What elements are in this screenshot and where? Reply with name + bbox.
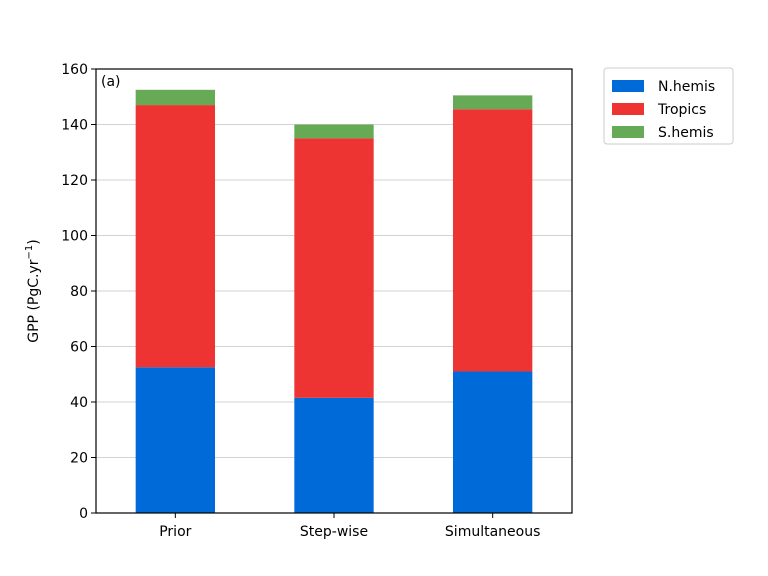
panel-label: (a) — [101, 74, 121, 90]
x-axis: Prior Step-wise Simultaneous — [159, 513, 540, 540]
y-tick-label: 80 — [70, 284, 88, 300]
bar-tropics-simultaneous — [453, 109, 533, 372]
bar-s-hemis-step-wise — [294, 124, 374, 139]
legend-label-s-hemis: S.hemis — [658, 125, 714, 141]
x-tick-label: Step-wise — [300, 524, 368, 540]
legend-swatch-tropics — [612, 103, 644, 115]
y-tick-label: 160 — [61, 62, 88, 78]
x-tick-label: Simultaneous — [445, 524, 540, 540]
bar-tropics-step-wise — [294, 138, 374, 398]
legend-swatch-s-hemis — [612, 126, 644, 138]
y-tick-label: 140 — [61, 118, 88, 134]
y-axis-title: GPP (PgC.yr−1) — [24, 239, 42, 342]
legend-label-n-hemis: N.hemis — [658, 79, 715, 95]
bar-n-hemis-simultaneous — [453, 371, 533, 513]
legend-swatch-n-hemis — [612, 80, 644, 92]
y-axis-title-main: GPP (PgC.yr — [26, 259, 42, 342]
legend-label-tropics: Tropics — [657, 102, 706, 118]
y-tick-label: 120 — [61, 173, 88, 189]
y-axis: 0 20 40 60 80 100 120 140 160 — [61, 62, 96, 522]
y-axis-title-superscript: −1 — [24, 245, 35, 260]
x-tick-label: Prior — [159, 524, 191, 540]
bars — [135, 89, 533, 513]
legend: N.hemis Tropics S.hemis — [603, 67, 734, 145]
y-tick-label: 100 — [61, 229, 88, 245]
bar-s-hemis-prior — [135, 89, 215, 106]
bar-s-hemis-simultaneous — [453, 95, 533, 110]
y-tick-label: 20 — [70, 451, 88, 467]
bar-tropics-prior — [135, 105, 215, 368]
bar-n-hemis-prior — [135, 367, 215, 513]
y-tick-label: 0 — [79, 506, 88, 522]
bar-n-hemis-step-wise — [294, 397, 374, 513]
y-tick-label: 40 — [70, 395, 88, 411]
y-axis-title-suffix: ) — [26, 239, 42, 244]
y-tick-label: 60 — [70, 340, 88, 356]
